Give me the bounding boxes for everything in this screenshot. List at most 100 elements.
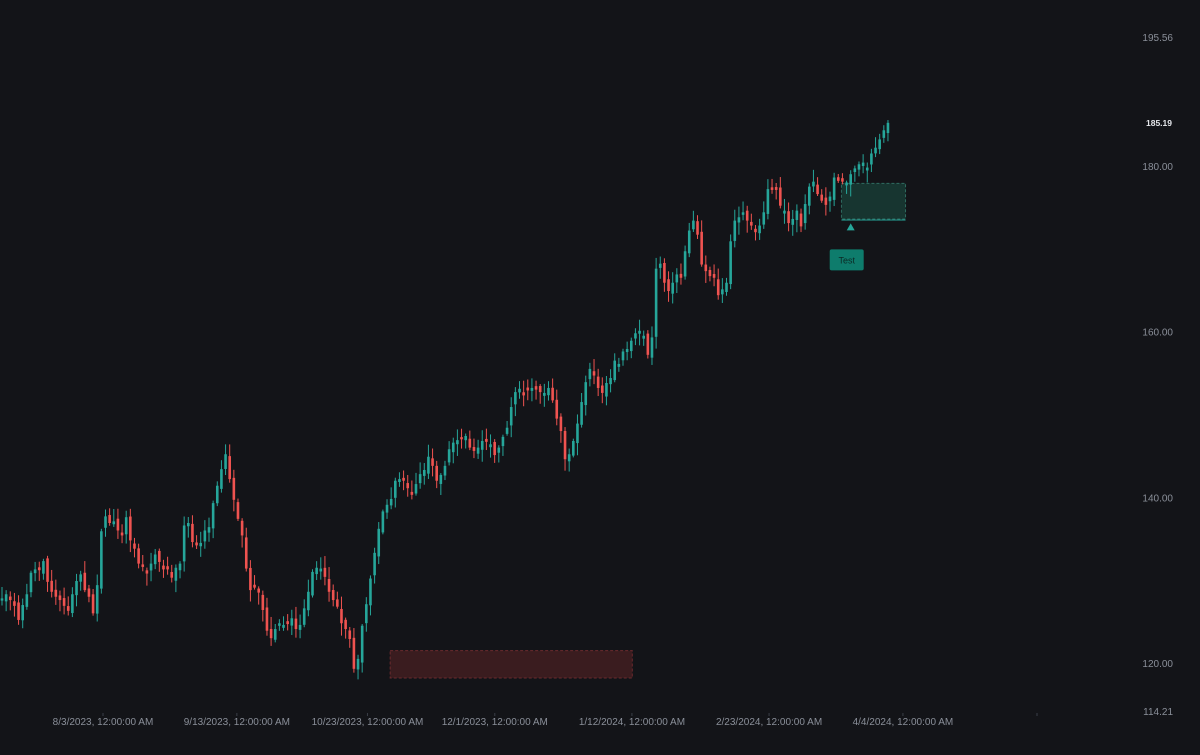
candle[interactable] [580, 393, 583, 428]
candle[interactable] [687, 222, 691, 258]
candle[interactable] [71, 587, 74, 618]
candle[interactable] [116, 508, 120, 539]
candle[interactable] [294, 606, 298, 638]
candle[interactable] [207, 517, 211, 542]
candle[interactable] [663, 258, 666, 292]
candle[interactable] [795, 204, 799, 233]
candle[interactable] [758, 218, 761, 240]
candle[interactable] [824, 187, 828, 216]
candle[interactable] [576, 414, 579, 456]
candle[interactable] [298, 614, 302, 639]
candle[interactable] [37, 561, 41, 581]
candle[interactable] [754, 225, 757, 241]
candle[interactable] [394, 477, 397, 508]
candle[interactable] [215, 481, 219, 507]
candle[interactable] [13, 592, 16, 617]
candle[interactable] [104, 509, 107, 537]
candle[interactable] [621, 348, 625, 366]
candle[interactable] [572, 438, 575, 458]
candle[interactable] [91, 588, 95, 616]
candle[interactable] [601, 377, 604, 404]
candle[interactable] [559, 413, 563, 443]
candle[interactable] [8, 591, 12, 611]
candle[interactable] [29, 570, 33, 598]
candle[interactable] [352, 628, 356, 673]
candle[interactable] [443, 460, 447, 481]
candle[interactable] [675, 268, 679, 294]
candle[interactable] [791, 209, 795, 236]
candle[interactable] [493, 439, 496, 463]
candle[interactable] [269, 616, 273, 646]
candle[interactable] [431, 448, 434, 477]
candle[interactable] [249, 560, 252, 602]
candle[interactable] [261, 590, 265, 622]
candle[interactable] [472, 438, 476, 459]
candle[interactable] [66, 596, 70, 616]
candle[interactable] [54, 579, 58, 605]
candle[interactable] [625, 341, 629, 361]
candle[interactable] [244, 527, 248, 572]
candle[interactable] [58, 590, 62, 612]
candle[interactable] [253, 575, 256, 590]
candle[interactable] [832, 172, 836, 207]
candle[interactable] [468, 430, 472, 451]
candle[interactable] [774, 183, 778, 200]
candle[interactable] [199, 531, 203, 557]
candle[interactable] [725, 277, 728, 296]
candle[interactable] [170, 564, 174, 583]
candle[interactable] [538, 384, 542, 404]
candle[interactable] [501, 434, 505, 456]
candle[interactable] [319, 557, 323, 580]
candle[interactable] [596, 368, 600, 397]
candle[interactable] [286, 614, 289, 631]
candle[interactable] [42, 558, 45, 580]
candle[interactable] [489, 434, 492, 458]
candle[interactable] [50, 569, 53, 598]
candle[interactable] [456, 429, 459, 456]
candle[interactable] [145, 567, 149, 586]
candle[interactable] [224, 444, 227, 476]
candle[interactable] [195, 535, 198, 550]
candle[interactable] [865, 162, 869, 183]
candle[interactable] [373, 547, 376, 584]
candle[interactable] [882, 125, 886, 143]
candle[interactable] [278, 619, 281, 631]
candle[interactable] [878, 133, 881, 155]
candle[interactable] [129, 508, 132, 553]
candle[interactable] [307, 579, 310, 617]
candle[interactable] [464, 433, 467, 449]
candle[interactable] [870, 148, 873, 173]
candle[interactable] [302, 599, 306, 628]
candle[interactable] [654, 257, 658, 349]
candle[interactable] [439, 473, 443, 495]
candle[interactable] [257, 586, 260, 605]
candle[interactable] [741, 201, 745, 221]
candle[interactable] [191, 515, 194, 548]
candle[interactable] [886, 120, 890, 142]
candle[interactable] [87, 584, 91, 603]
candle[interactable] [25, 583, 29, 610]
candle[interactable] [505, 420, 509, 436]
candle[interactable] [534, 380, 538, 400]
candle[interactable] [112, 509, 116, 527]
candle[interactable] [861, 154, 865, 174]
candle[interactable] [108, 508, 111, 526]
candle[interactable] [46, 555, 49, 592]
candle[interactable] [658, 256, 662, 279]
candle[interactable] [779, 177, 782, 209]
candle[interactable] [737, 206, 741, 235]
candle[interactable] [182, 516, 186, 572]
candle[interactable] [555, 389, 559, 426]
time-axis[interactable]: 8/3/2023, 12:00:00 AM 9/13/2023, 12:00:00… [53, 713, 1038, 728]
candle[interactable] [356, 654, 360, 680]
candle[interactable] [162, 559, 165, 578]
candle[interactable] [331, 584, 335, 607]
candle[interactable] [766, 179, 770, 220]
candle[interactable] [265, 597, 269, 636]
candle[interactable] [120, 524, 124, 544]
candle[interactable] [563, 427, 567, 471]
candle[interactable] [340, 596, 343, 636]
candle[interactable] [692, 210, 695, 232]
candle[interactable] [845, 180, 848, 194]
candle[interactable] [799, 208, 803, 233]
